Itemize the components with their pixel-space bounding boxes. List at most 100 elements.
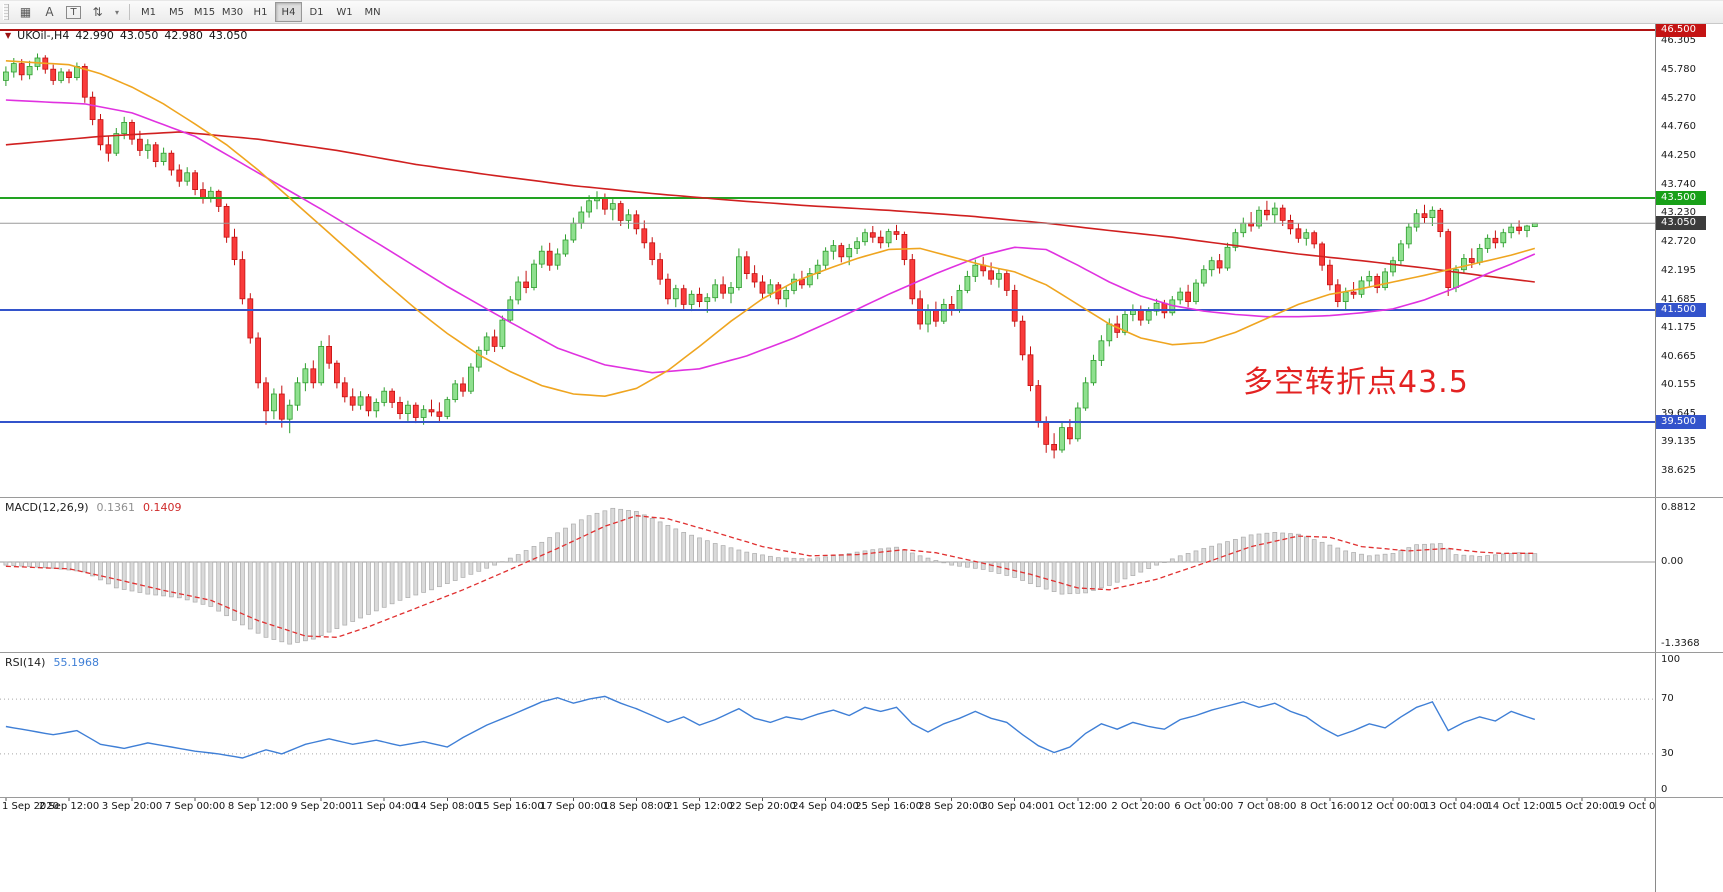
time-axis-label: 21 Sep 12:00 <box>666 801 733 812</box>
axis-label-39.645: 39.645 <box>1661 407 1696 419</box>
price-axis[interactable]: 46.305 45.780 45.270 44.760 44.250 43.740 43.2… <box>1655 0 1723 892</box>
symbol-ohlc-line: ▼ UKOil-,H4 42.990 43.050 42.980 43.050 <box>5 29 247 42</box>
ohlc-low: 42.980 <box>164 29 203 42</box>
axis-label-43.230: 43.230 <box>1661 207 1696 219</box>
time-axis-label: 2 Oct 20:00 <box>1111 801 1171 812</box>
chart-canvas[interactable] <box>0 0 1655 892</box>
main-macd-panel-separator[interactable] <box>0 497 1723 498</box>
macd-histogram <box>3 507 1538 645</box>
timeframe-button-m5[interactable]: M5 <box>169 6 184 18</box>
ohlc-close: 43.050 <box>208 29 248 42</box>
axis-label-41.175: 41.175 <box>1661 322 1696 334</box>
timeframe-button-h1[interactable]: H1 <box>253 6 268 18</box>
toolbar-icon-group: ▦ A T ⇅ ▾ <box>14 2 124 23</box>
time-axis-label: 15 Oct 20:00 <box>1549 801 1615 812</box>
timeframe-button-d1[interactable]: D1 <box>309 6 324 18</box>
axis-label-42.720: 42.720 <box>1661 235 1696 247</box>
axis-label-30: 30 <box>1661 747 1674 759</box>
time-axis-label: 2 Sep 12:00 <box>38 801 100 812</box>
toolbar-drag-handle[interactable] <box>3 4 9 20</box>
symbol-name: UKOil-,H4 <box>17 29 70 42</box>
rsi-value: 55.1968 <box>53 656 99 669</box>
chart-annotation-text[interactable]: 多空转折点43.5 <box>1243 365 1469 400</box>
macd-title: MACD(12,26,9) <box>5 501 89 514</box>
time-axis-label: 8 Oct 16:00 <box>1300 801 1360 812</box>
time-axis[interactable]: 1 Sep 2020 2 Sep 12:00 3 Sep 20:00 7 Sep 00… <box>0 798 1655 818</box>
timeframe-button-h4[interactable]: H4 <box>275 2 302 22</box>
axis-label-45.780: 45.780 <box>1661 64 1696 76</box>
text-tool-icon[interactable]: T <box>62 2 85 23</box>
axis-label-40.665: 40.665 <box>1661 350 1696 362</box>
macd-signal-line <box>5 515 1535 638</box>
time-axis-label: 15 Sep 16:00 <box>476 801 544 812</box>
axis-label-44.250: 44.250 <box>1661 150 1696 161</box>
time-axis-label: 14 Oct 12:00 <box>1486 801 1552 812</box>
macd-signal-value: 0.1409 <box>143 501 182 514</box>
time-axis-label: 11 Sep 04:00 <box>350 801 418 812</box>
axis-label-42.195: 42.195 <box>1661 265 1696 277</box>
price-tag-41.500: 41.500 <box>1656 303 1706 317</box>
axis-label-0.8812: 0.8812 <box>1661 501 1696 513</box>
cycle-arrows-icon[interactable]: ⇅ <box>92 5 103 19</box>
rsi-indicator-label: RSI(14) 55.1968 <box>5 656 99 669</box>
time-axis-label: 14 Sep 08:00 <box>413 801 481 812</box>
price-tag-43.500: 43.500 <box>1656 191 1706 205</box>
time-axis-label: 1 Sep 2020 <box>2 801 60 812</box>
toolbar-separator <box>129 4 130 20</box>
timeframe-button-w1[interactable]: W1 <box>336 6 353 18</box>
price-tag-39.500: 39.500 <box>1656 415 1706 429</box>
chart-toolbar: ▦ A T ⇅ ▾ M1 M5 M15 M30 H1 H4 D1 W1 MN <box>0 0 1723 24</box>
timeframe-button-m30[interactable]: M30 <box>221 6 244 18</box>
axis-label-43.740: 43.740 <box>1661 178 1696 190</box>
timeframe-button-m1[interactable]: M1 <box>141 6 156 18</box>
time-axis-label: 24 Sep 04:00 <box>792 801 859 812</box>
time-axis-label: 18 Sep 08:00 <box>603 801 670 812</box>
time-axis-label: 17 Sep 00:00 <box>539 801 607 812</box>
axis-label-70: 70 <box>1661 693 1674 705</box>
time-axis-label: 30 Sep 04:00 <box>981 801 1049 812</box>
time-axis-label: 12 Oct 00:00 <box>1360 801 1426 812</box>
ma-medium-line <box>5 99 1536 374</box>
chart-grid-icon[interactable]: ▦ <box>19 5 32 19</box>
axis-label--1.3368: -1.3368 <box>1661 638 1700 650</box>
time-axis-label: 9 Sep 20:00 <box>290 801 352 812</box>
axis-label-39.135: 39.135 <box>1661 436 1696 448</box>
axis-label-45.270: 45.270 <box>1661 92 1696 104</box>
candles-series[interactable] <box>3 53 1538 459</box>
axis-label-44.760: 44.760 <box>1661 121 1696 133</box>
time-axis-label: 19 Oct 00:00 <box>1612 801 1655 812</box>
axis-label-0.00: 0.00 <box>1661 556 1684 567</box>
time-axis-label: 22 Sep 20:00 <box>729 801 796 812</box>
axis-label-38.625: 38.625 <box>1661 465 1696 476</box>
axis-label-40.155: 40.155 <box>1661 379 1696 391</box>
macd-main-value: 0.1361 <box>96 501 136 514</box>
ma-slow-line <box>5 131 1535 283</box>
time-axis-label: 6 Oct 00:00 <box>1174 801 1234 812</box>
price-tag-43.050: 43.050 <box>1656 216 1706 231</box>
timeframe-button-m15[interactable]: M15 <box>193 6 216 18</box>
time-axis-label: 7 Sep 00:00 <box>164 801 226 812</box>
ohlc-open: 42.990 <box>75 29 114 42</box>
time-axis-label: 1 Oct 12:00 <box>1048 801 1108 812</box>
dropdown-caret-icon[interactable]: ▾ <box>114 7 119 17</box>
rsi-title: RSI(14) <box>5 656 46 669</box>
time-axis-label: 7 Oct 08:00 <box>1237 801 1297 812</box>
price-tag-46.500: 46.500 <box>1656 23 1706 37</box>
axis-label-100: 100 <box>1661 654 1681 665</box>
rsi-line <box>5 695 1536 759</box>
axis-label-0: 0 <box>1661 784 1668 795</box>
axis-label-41.685: 41.685 <box>1661 293 1696 305</box>
macd-rsi-panel-separator[interactable] <box>0 652 1723 653</box>
time-axis-label: 13 Oct 04:00 <box>1423 801 1489 812</box>
ohlc-high: 43.050 <box>119 29 159 42</box>
axis-label-46.305: 46.305 <box>1661 34 1696 46</box>
symbol-marker-icon: ▼ <box>5 31 12 40</box>
time-axis-label: 28 Sep 20:00 <box>918 801 986 812</box>
timeframe-button-mn[interactable]: MN <box>364 6 381 18</box>
time-axis-label: 8 Sep 12:00 <box>227 801 289 812</box>
time-axis-label: 25 Sep 16:00 <box>855 801 922 812</box>
rsi-timeaxis-separator[interactable] <box>0 797 1723 798</box>
ma-fast-line <box>5 60 1536 398</box>
annotate-a-icon[interactable]: A <box>45 5 54 19</box>
